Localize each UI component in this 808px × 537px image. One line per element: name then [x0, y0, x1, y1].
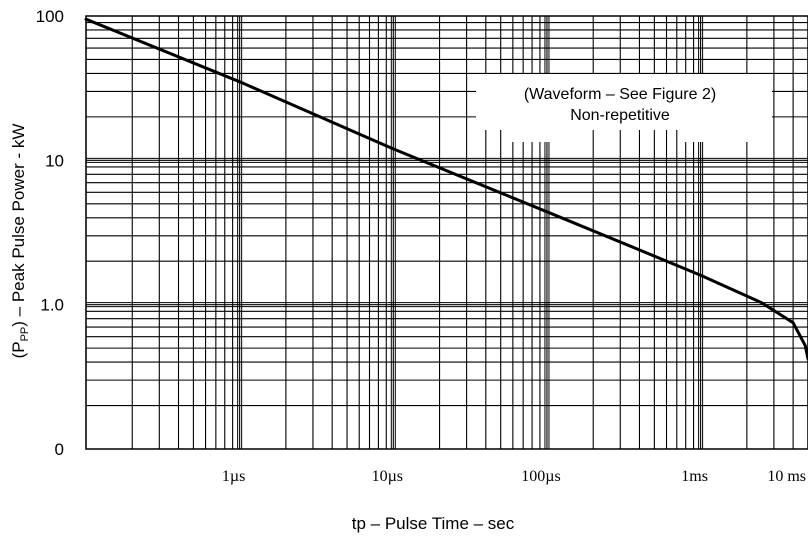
y-axis-title: (PPP) – Peak Pulse Power - kW: [9, 124, 31, 359]
x-axis-title: tp – Pulse Time – sec: [352, 514, 515, 533]
y-axis-title-subscript: PP: [19, 327, 31, 342]
y-axis-title-suffix: ) – Peak Pulse Power - kW: [9, 124, 28, 327]
annotation-line-2: Non-repetitive: [570, 107, 670, 124]
y-tick-label: 10: [45, 151, 64, 170]
y-tick-label: 0: [55, 440, 64, 459]
x-tick-label: 100µs: [521, 468, 560, 485]
annotation-box: [476, 74, 772, 130]
y-tick-labels: 100 10 1.0 0: [36, 7, 64, 459]
annotation-box-tab-left: [505, 130, 562, 142]
x-tick-label: 1µs: [222, 468, 245, 485]
y-tick-label: 1.0: [40, 296, 64, 315]
series-layer: [84, 17, 808, 361]
annotation-box-tab-right: [682, 130, 752, 142]
annotation-background-layer: [476, 74, 772, 142]
y-tick-label: 100: [36, 7, 64, 26]
series-line: [84, 17, 808, 361]
annotation-line-1: (Waveform – See Figure 2): [524, 86, 716, 103]
x-tick-label: 10µs: [372, 468, 403, 485]
grid-layer: [85, 15, 808, 450]
x-tick-label: 1ms: [681, 468, 708, 485]
y-axis-title-prefix: (P: [9, 341, 28, 358]
x-tick-labels: 1µs 10µs 100µs 1ms 10 ms: [222, 468, 806, 485]
x-tick-label: 10 ms: [767, 468, 806, 485]
plot-frame: [85, 15, 808, 450]
